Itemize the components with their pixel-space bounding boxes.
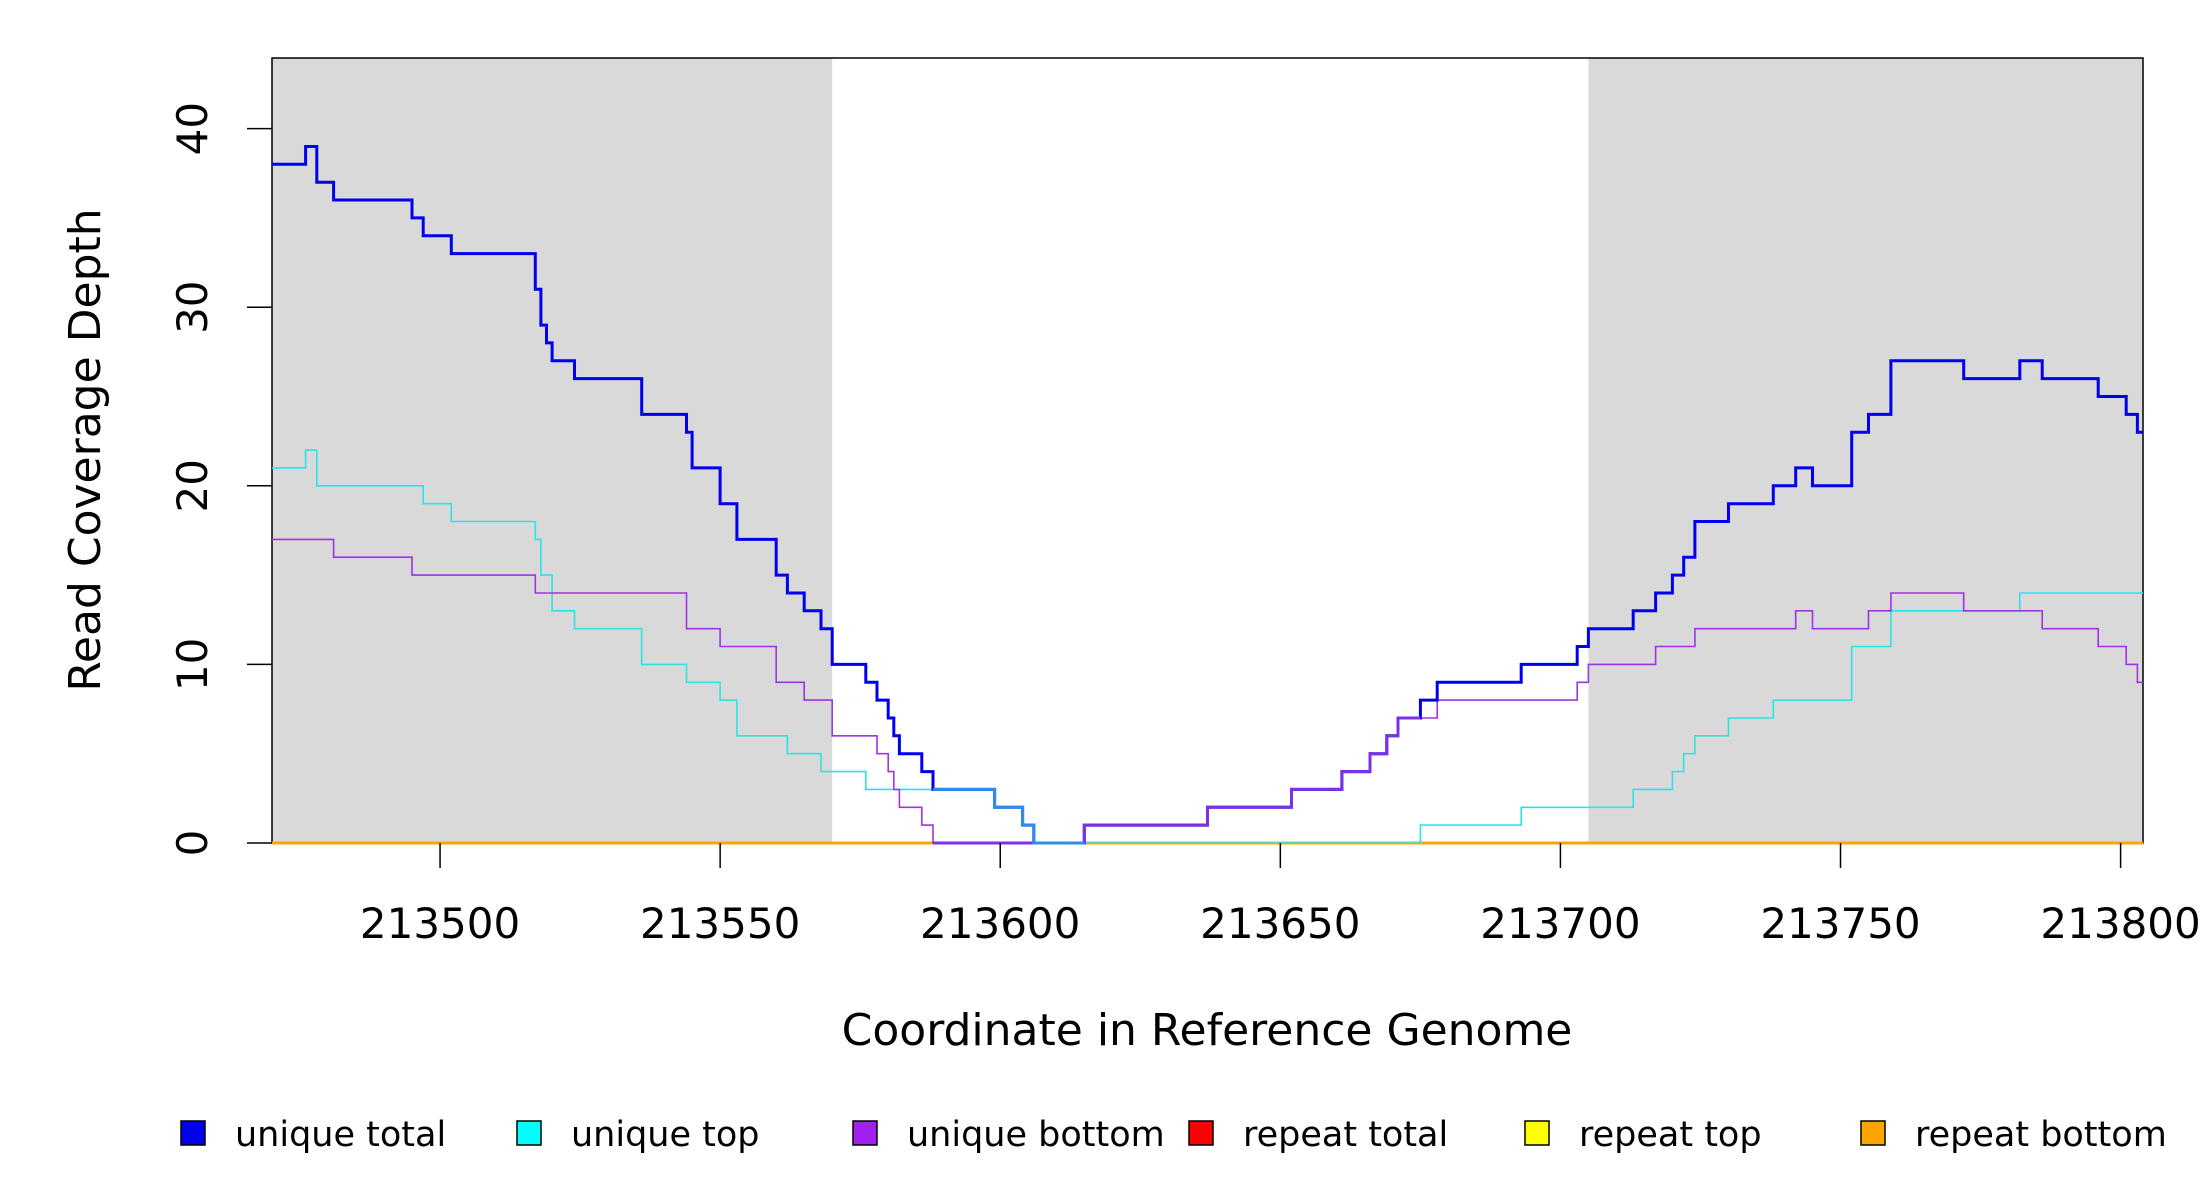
x-tick-label: 213500 (360, 899, 520, 948)
x-tick-label: 213600 (920, 899, 1080, 948)
legend-swatch-unique-top (516, 1120, 542, 1146)
legend-swatch-repeat-top (1524, 1120, 1550, 1146)
series-line-unique-top-overlap (933, 787, 1085, 845)
series-line-unique-top (272, 449, 2143, 844)
x-tick-label: 213700 (1480, 899, 1640, 948)
x-axis-title: Coordinate in Reference Genome (842, 1005, 1573, 1056)
legend-swatch-unique-total (180, 1120, 206, 1146)
y-tick-label: 0 (168, 830, 217, 857)
series-line-unique-bottom-overlap (933, 716, 1421, 845)
x-tick-label: 213650 (1200, 899, 1360, 948)
y-axis-title: Read Coverage Depth (60, 208, 111, 691)
x-tick-label: 213750 (1760, 899, 1920, 948)
y-tick-label: 10 (168, 638, 217, 691)
legend-swatch-repeat-total (1188, 1120, 1214, 1146)
y-axis: 0 10 20 30 40 (168, 102, 272, 856)
legend-label-repeat-top: repeat top (1579, 1115, 1762, 1155)
y-tick-label: 30 (168, 280, 217, 333)
y-tick-label: 20 (168, 459, 217, 512)
shaded-regions (272, 58, 2143, 843)
shaded-region-2 (1588, 58, 2143, 843)
series-lines (272, 145, 2143, 845)
legend-label-repeat-total: repeat total (1243, 1115, 1448, 1155)
legend-label-unique-bottom: unique bottom (907, 1115, 1165, 1155)
x-axis: 213500 213550 213600 213650 213700 213750 2138… (360, 843, 2200, 948)
legend-label-unique-top: unique top (571, 1115, 760, 1155)
shaded-region-1 (272, 58, 833, 843)
y-tick-label: 40 (168, 102, 217, 155)
legend-swatch-unique-bottom (852, 1120, 878, 1146)
legend-swatch-repeat-bottom (1860, 1120, 1886, 1146)
legend-label-unique-total: unique total (235, 1115, 446, 1155)
x-tick-label: 213800 (2040, 899, 2200, 948)
legend: unique total unique top unique bottom repea… (180, 1115, 2167, 1155)
legend-label-repeat-bottom: repeat bottom (1915, 1115, 2167, 1155)
x-tick-label: 213550 (640, 899, 800, 948)
